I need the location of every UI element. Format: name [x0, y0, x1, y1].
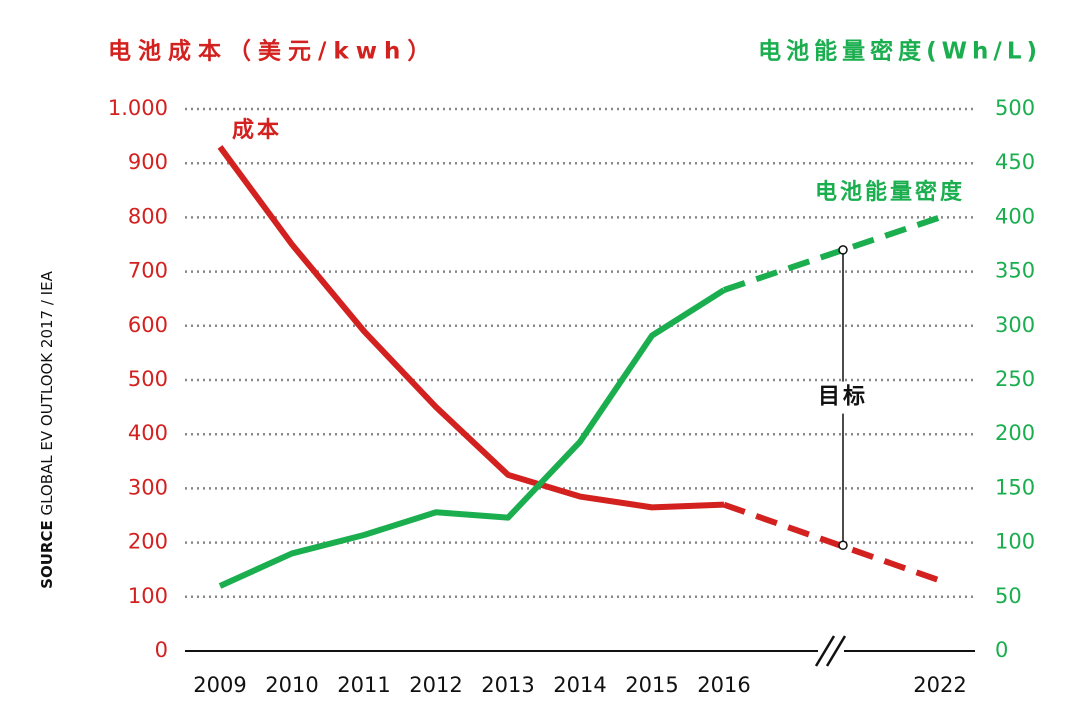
axis-break — [825, 635, 847, 667]
x-tick-label: 2022 — [913, 673, 966, 697]
series-line — [218, 287, 726, 589]
series-label: 成本 — [232, 118, 282, 143]
y-tick-label: 700 — [128, 259, 168, 283]
y2-tick-label: 200 — [995, 421, 1035, 445]
y-tick-label: 400 — [128, 421, 168, 445]
projection-line — [723, 214, 941, 293]
y2-tick-label: 250 — [995, 367, 1035, 391]
x-tick-label: 2016 — [697, 673, 750, 697]
x-tick-label: 2013 — [481, 673, 534, 697]
y2-tick-label: 450 — [995, 150, 1035, 174]
y-tick-label: 0 — [155, 638, 168, 662]
y2-tick-label: 100 — [995, 530, 1035, 554]
series-line — [217, 145, 725, 511]
plot: 0 100 200 300 400 500 600 700 800 900 1.000 0 50 100 1… — [108, 96, 1035, 697]
y2-tick-label: 0 — [995, 638, 1008, 662]
target-point — [838, 245, 848, 255]
x-tick-label: 2014 — [553, 673, 606, 697]
y2-tick-label: 500 — [995, 96, 1035, 120]
projection-line — [723, 501, 941, 584]
source-text: GLOBAL EV OUTLOOK 2017 / IEA — [38, 270, 56, 515]
y-tick-label: 800 — [128, 204, 168, 228]
y-tick-label: 900 — [128, 150, 168, 174]
x-tick-label: 2009 — [193, 673, 246, 697]
y2-tick-label: 400 — [995, 204, 1035, 228]
x-tick-label: 2015 — [625, 673, 678, 697]
source-label: SOURCE — [38, 520, 56, 589]
y-tick-label: 1.000 — [108, 96, 168, 120]
y-axis-title: 电池成本（美元/kwh） — [108, 38, 437, 65]
y-tick-label: 600 — [128, 313, 168, 337]
y2-axis-title: 电池能量密度(Wh/L) — [758, 38, 1042, 65]
target-point — [838, 540, 848, 551]
axis-break-gap — [818, 640, 844, 662]
axis-break — [814, 635, 836, 667]
target-label: 目标 — [818, 384, 868, 410]
y-tick-label: 200 — [128, 530, 168, 554]
y2-tick-label: 300 — [995, 313, 1035, 337]
y2-tick-label: 50 — [995, 584, 1022, 608]
y2-tick-label: 350 — [995, 259, 1035, 283]
x-tick-label: 2010 — [265, 673, 318, 697]
y-tick-label: 500 — [128, 367, 168, 391]
series-label: 电池能量密度 — [815, 179, 965, 205]
y2-tick-label: 150 — [995, 475, 1035, 499]
x-tick-label: 2011 — [337, 673, 390, 697]
target-label-bg — [813, 381, 873, 414]
y-tick-label: 100 — [128, 584, 168, 608]
source: SOURCE GLOBAL EV OUTLOOK 2017 / IEA — [38, 270, 56, 588]
x-tick-label: 2012 — [409, 673, 462, 697]
y-tick-label: 300 — [128, 475, 168, 499]
